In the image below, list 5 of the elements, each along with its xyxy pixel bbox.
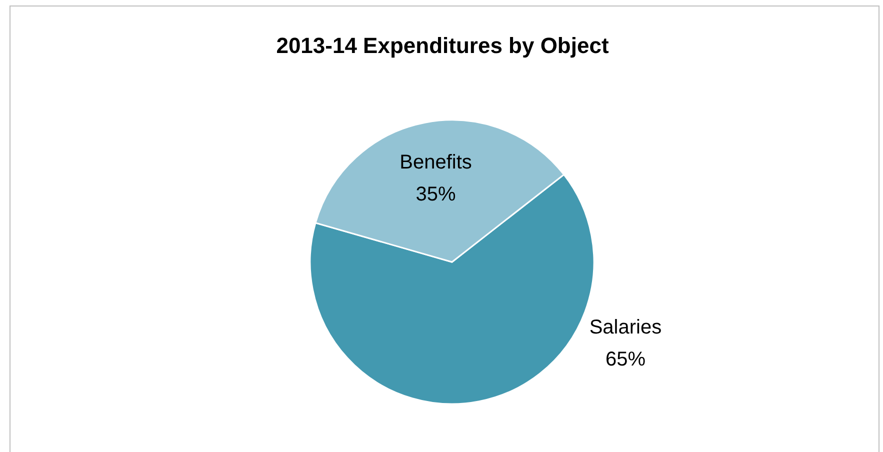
chart-title: 2013-14 Expenditures by Object — [276, 33, 610, 58]
slice-label: Benefits — [400, 151, 472, 174]
data-label: 35% — [416, 183, 456, 206]
data-label: 65% — [605, 348, 646, 371]
slice-label: Salaries — [589, 316, 662, 339]
